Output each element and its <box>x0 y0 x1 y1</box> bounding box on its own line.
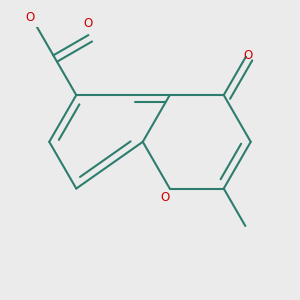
Text: O: O <box>84 17 93 30</box>
Text: O: O <box>160 190 170 204</box>
Text: O: O <box>243 49 252 62</box>
Text: O: O <box>26 11 35 24</box>
